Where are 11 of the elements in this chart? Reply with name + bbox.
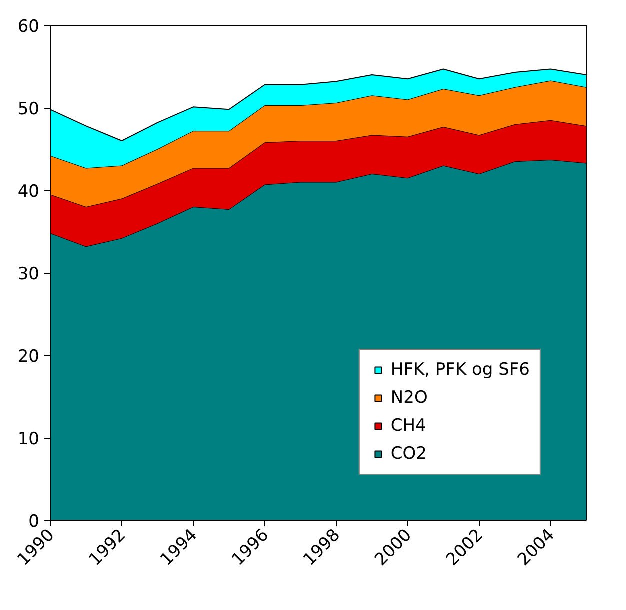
y-tick-label: 40	[18, 182, 40, 202]
y-tick-label: 60	[18, 17, 40, 37]
y-tick-label: 30	[18, 264, 40, 284]
y-tick-label: 10	[18, 430, 40, 450]
legend-label: CO2	[390, 444, 427, 464]
y-tick-label: 0	[28, 512, 40, 532]
legend-label: N2O	[390, 388, 428, 408]
legend-label: CH4	[390, 416, 426, 436]
y-tick-label: 20	[18, 347, 40, 367]
legend-label: HFK, PFK og SF6	[390, 360, 530, 380]
y-tick-label: 50	[18, 100, 40, 120]
